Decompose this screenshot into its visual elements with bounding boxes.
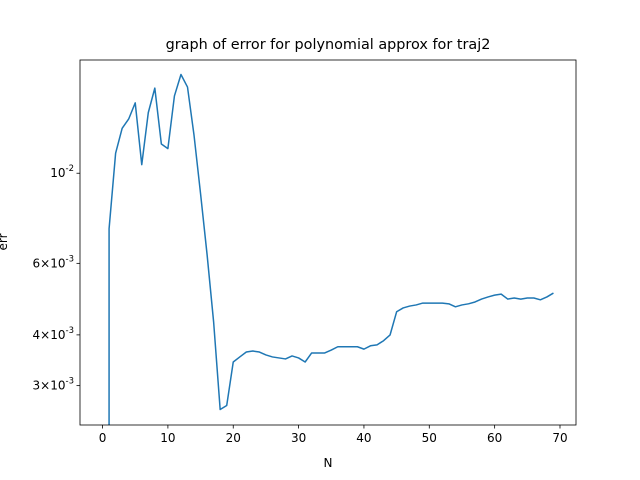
chart-title: graph of error for polynomial approx for…	[166, 37, 491, 53]
y-tick-label: 4×10-3	[33, 326, 74, 342]
x-tick-label: 10	[160, 431, 175, 445]
y-tick-label: 6×10-3	[33, 254, 74, 270]
x-tick-label: 70	[552, 431, 567, 445]
x-tick-label: 30	[291, 431, 306, 445]
data-line	[108, 73, 554, 425]
x-tick-label: 50	[422, 431, 437, 445]
x-axis-label: N	[324, 456, 333, 470]
plot-frame	[79, 59, 577, 426]
plot-area	[108, 73, 554, 425]
x-tick-label: 20	[226, 431, 241, 445]
y-tick-label: 3×10-3	[33, 377, 74, 393]
x-tick-label: 40	[356, 431, 371, 445]
y-axis-label: err	[0, 233, 10, 250]
x-tick-label: 0	[99, 431, 107, 445]
y-tick-label: 10-2	[50, 164, 74, 180]
x-tick-label: 60	[487, 431, 502, 445]
